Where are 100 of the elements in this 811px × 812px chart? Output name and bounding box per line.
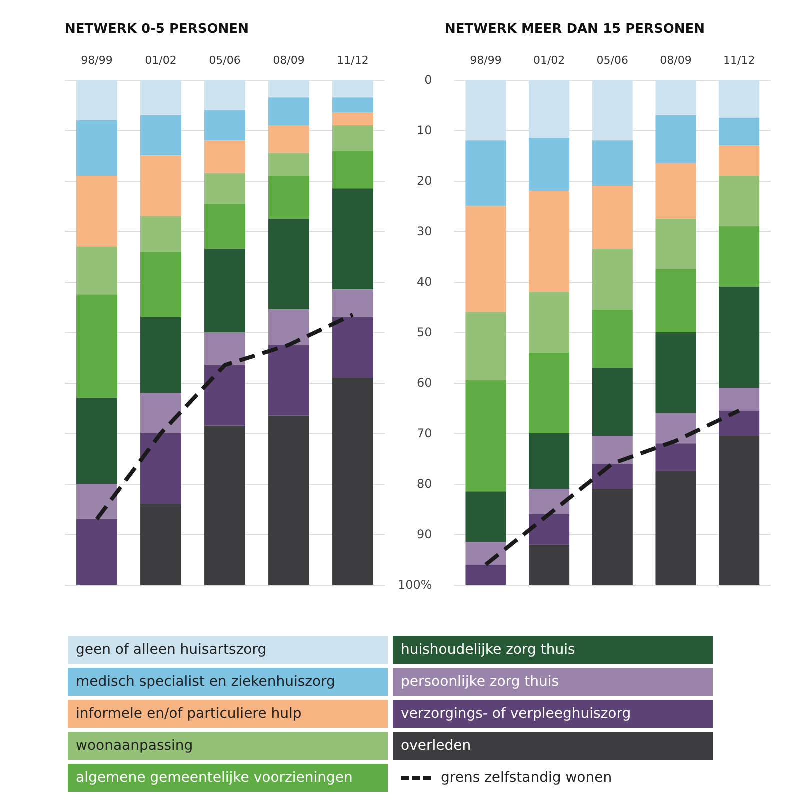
y-tick-label: 50 [417, 326, 432, 340]
bar [529, 80, 570, 138]
bar [592, 186, 633, 250]
bar [332, 290, 374, 318]
bar [76, 176, 118, 247]
bar [592, 489, 633, 585]
legend-label: grens zelfstandig wonen [440, 769, 614, 788]
y-tick-label: 100% [398, 578, 432, 592]
bar [529, 544, 570, 585]
bar [656, 413, 696, 444]
bar [332, 98, 374, 113]
text: overleden [393, 732, 713, 760]
bar [204, 140, 246, 174]
bar [268, 153, 310, 176]
bar [719, 146, 760, 176]
x-tick-label: 05/06 [596, 54, 629, 67]
bar [140, 115, 182, 156]
text: algemene gemeentelijke voorzieningen [68, 764, 388, 792]
bar [204, 249, 246, 332]
bar [719, 226, 760, 288]
bar [529, 514, 570, 545]
bar [140, 504, 182, 585]
bar [529, 434, 570, 490]
bar [76, 246, 118, 295]
bar [592, 249, 633, 310]
bar [466, 564, 506, 585]
y-tick-label: 30 [417, 224, 432, 238]
y-tick-label: 20 [417, 174, 432, 188]
text: medisch specialist en ziekenhuiszorg [68, 668, 388, 696]
y-tick-label: 40 [417, 275, 432, 289]
x-tick-label: 08/09 [273, 54, 305, 67]
y-tick-label: 60 [417, 376, 432, 390]
bar [76, 484, 118, 520]
bar [268, 310, 310, 346]
text: persoonlijke zorg thuis [393, 668, 713, 696]
bar [204, 365, 246, 426]
bar [529, 138, 570, 192]
bar [332, 378, 374, 585]
chart-title: NETWERK 0-5 PERSONEN [65, 22, 249, 37]
bar [529, 352, 570, 434]
x-tick-label: 01/02 [533, 54, 566, 67]
text: geen of alleen huisartszorg [68, 636, 388, 664]
text: informele en/of particuliere hulp [68, 700, 388, 728]
bar [268, 416, 310, 585]
text: verzorgings- of verpleeghuiszorg [393, 700, 713, 728]
bar [268, 218, 310, 310]
bar [76, 80, 118, 120]
bar [592, 80, 633, 141]
bar [204, 110, 246, 141]
bar [592, 464, 633, 490]
bar [466, 206, 506, 312]
y-tick-label: 90 [417, 528, 432, 542]
bar [332, 80, 374, 98]
bar [204, 332, 246, 366]
bar [656, 163, 696, 219]
bar [719, 388, 760, 411]
bar [719, 287, 760, 388]
bar [204, 173, 246, 204]
y-tick-label: 10 [417, 124, 432, 138]
bar [529, 191, 570, 292]
bar [719, 118, 760, 146]
bar [466, 492, 506, 542]
bar [268, 176, 310, 219]
bar [466, 542, 506, 565]
x-tick-label: 05/06 [209, 54, 241, 67]
bar [204, 426, 246, 585]
bar [466, 80, 506, 141]
bar [719, 80, 760, 118]
bar [76, 120, 118, 176]
bar [529, 292, 570, 353]
bar [76, 519, 118, 585]
x-tick-label: 98/99 [470, 54, 502, 67]
bar [204, 80, 246, 110]
bar [268, 98, 310, 126]
bar [140, 156, 182, 216]
bar [204, 204, 246, 250]
bar [76, 398, 118, 484]
y-tick-label: 80 [417, 477, 432, 491]
bar [719, 176, 760, 226]
text: woonaanpassing [68, 732, 388, 760]
bar [332, 150, 374, 189]
bar [592, 310, 633, 368]
bar [466, 312, 506, 380]
bar [140, 393, 182, 434]
bar [592, 140, 633, 186]
x-tick-label: 11/12 [337, 54, 369, 67]
bar [268, 125, 310, 154]
y-tick-label: 0 [424, 73, 432, 87]
x-tick-label: 08/09 [660, 54, 692, 67]
bar [140, 216, 182, 252]
text: huishoudelijke zorg thuis [393, 636, 713, 664]
bar [656, 218, 696, 270]
bar [592, 368, 633, 436]
line-series [484, 408, 742, 567]
y-tick-label: 70 [417, 426, 432, 440]
bar [140, 80, 182, 116]
bar [656, 80, 696, 116]
bar [466, 380, 506, 492]
bar [656, 269, 696, 332]
chart-title: NETWERK MEER DAN 15 PERSONEN [445, 22, 706, 37]
